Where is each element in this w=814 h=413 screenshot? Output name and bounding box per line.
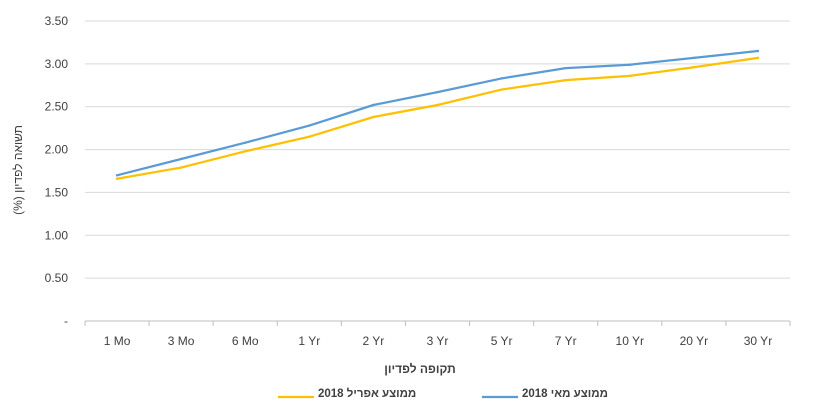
data-point <box>179 166 183 169</box>
series-line <box>115 56 760 180</box>
y-tick-label: 1.00 <box>45 228 69 242</box>
data-point <box>756 56 760 60</box>
axes: - 0.50 1.00 1.50 2.00 2.50 3.00 3.50 1 Mo 3 Mo 6 M… <box>45 14 791 348</box>
data-point <box>179 157 183 161</box>
legend: ממוצע אפריל 2018 ממוצע מאי 2018 <box>278 387 608 400</box>
data-point <box>308 135 311 138</box>
legend-label: ממוצע אפריל 2018 <box>318 387 416 400</box>
data-point <box>372 103 375 107</box>
data-point <box>692 66 696 69</box>
gridlines <box>85 20 790 279</box>
y-tick-label: 1.50 <box>45 185 69 199</box>
x-tick-label: 10 Yr <box>616 334 644 348</box>
y-tick-label: 2.50 <box>45 100 69 114</box>
y-tick-label: - <box>64 314 68 328</box>
data-point <box>115 174 119 177</box>
x-axis-label: תקופה לפדיון <box>384 362 455 376</box>
data-point <box>500 77 503 80</box>
x-tick-label: 20 Yr <box>680 334 708 348</box>
y-tick-label: 3.50 <box>45 14 69 28</box>
data-point <box>564 66 567 70</box>
x-tick-label: 3 Yr <box>427 334 449 348</box>
x-tick-label: 3 Mo <box>168 334 195 348</box>
data-point <box>500 88 503 91</box>
x-tick-label: 2 Yr <box>363 334 385 348</box>
data-point <box>628 63 631 66</box>
data-point <box>436 90 439 94</box>
series-line <box>115 49 760 177</box>
data-point <box>244 141 247 144</box>
x-tick-label: 5 Yr <box>491 334 513 348</box>
data-point <box>436 103 439 107</box>
x-tick-label: 1 Yr <box>298 334 320 348</box>
data-point <box>692 56 696 60</box>
data-point <box>756 49 760 53</box>
y-tick-label: 2.00 <box>45 143 69 157</box>
legend-label: ממוצע מאי 2018 <box>522 388 608 400</box>
y-axis-label: תשואה לפדיון (%) <box>11 125 25 215</box>
data-point <box>628 74 631 78</box>
x-tick-label: 7 Yr <box>555 334 577 348</box>
x-tick-label: 6 Mo <box>232 334 259 348</box>
data-point <box>244 150 247 153</box>
y-tick-label: 0.50 <box>45 271 69 285</box>
data-point <box>115 177 119 180</box>
data-point <box>564 78 567 82</box>
x-tick-label: 1 Mo <box>104 334 131 348</box>
series-lines <box>115 49 760 180</box>
data-point <box>372 115 375 119</box>
data-point <box>308 124 311 127</box>
y-tick-label: 3.00 <box>45 57 69 71</box>
x-tick-label: 30 Yr <box>744 334 772 348</box>
